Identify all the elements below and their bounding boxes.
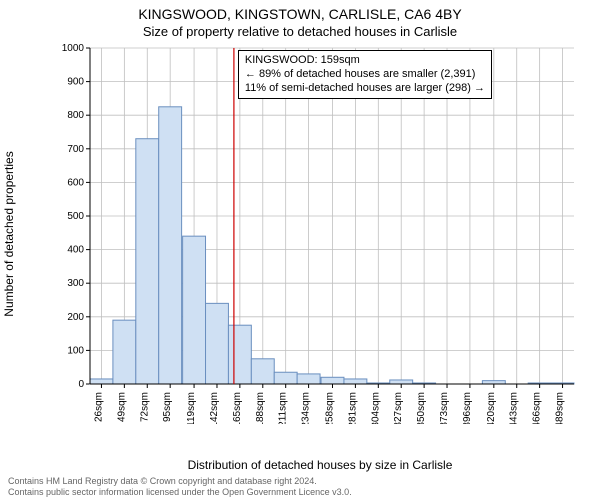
chart-title: KINGSWOOD, KINGSTOWN, CARLISLE, CA6 4BY [0, 6, 600, 22]
svg-text:0: 0 [78, 379, 84, 390]
svg-text:396sqm: 396sqm [462, 392, 473, 424]
svg-text:400: 400 [67, 245, 84, 256]
svg-text:466sqm: 466sqm [532, 392, 543, 424]
svg-text:304sqm: 304sqm [370, 392, 381, 424]
svg-text:26sqm: 26sqm [93, 392, 104, 422]
footer-line1: Contains HM Land Registry data © Crown c… [8, 476, 352, 487]
chart-svg: 0 100 200 300 400 500 600 700 800 900 1000 26sqm 49s… [60, 44, 580, 424]
footer-line2: Contains public sector information licen… [8, 487, 352, 498]
svg-text:165sqm: 165sqm [232, 392, 243, 424]
svg-text:200: 200 [67, 312, 84, 323]
svg-text:100: 100 [67, 345, 84, 356]
svg-text:258sqm: 258sqm [324, 392, 335, 424]
chart-subtitle: Size of property relative to detached ho… [0, 24, 600, 39]
y-axis-label: Number of detached properties [2, 44, 22, 424]
x-axis-label: Distribution of detached houses by size … [60, 458, 580, 472]
svg-text:95sqm: 95sqm [162, 392, 173, 422]
svg-text:1000: 1000 [62, 44, 85, 54]
svg-text:119sqm: 119sqm [186, 392, 197, 424]
svg-text:443sqm: 443sqm [509, 392, 520, 424]
svg-text:489sqm: 489sqm [555, 392, 566, 424]
svg-text:211sqm: 211sqm [278, 392, 289, 424]
svg-text:281sqm: 281sqm [347, 392, 358, 424]
svg-text:373sqm: 373sqm [439, 392, 450, 424]
svg-text:142sqm: 142sqm [209, 392, 220, 424]
svg-text:500: 500 [67, 211, 84, 222]
svg-text:327sqm: 327sqm [393, 392, 404, 424]
svg-text:700: 700 [67, 144, 84, 155]
svg-text:72sqm: 72sqm [139, 392, 150, 422]
svg-text:900: 900 [67, 77, 84, 88]
svg-text:49sqm: 49sqm [116, 392, 127, 422]
svg-text:420sqm: 420sqm [486, 392, 497, 424]
svg-text:234sqm: 234sqm [301, 392, 312, 424]
footer: Contains HM Land Registry data © Crown c… [8, 476, 352, 498]
chart-frame: KINGSWOOD, KINGSTOWN, CARLISLE, CA6 4BY … [0, 0, 600, 500]
svg-text:300: 300 [67, 278, 84, 289]
svg-text:350sqm: 350sqm [416, 392, 427, 424]
svg-text:800: 800 [67, 110, 84, 121]
annotation-line2: ← 89% of detached houses are smaller (2,… [245, 68, 485, 82]
annotation-line3: 11% of semi-detached houses are larger (… [245, 82, 485, 96]
svg-text:188sqm: 188sqm [255, 392, 266, 424]
annotation-line1: KINGSWOOD: 159sqm [245, 54, 485, 68]
plot-area: 0 100 200 300 400 500 600 700 800 900 1000 26sqm 49s… [60, 44, 580, 424]
svg-text:600: 600 [67, 177, 84, 188]
annotation-box: KINGSWOOD: 159sqm ← 89% of detached hous… [238, 50, 492, 99]
